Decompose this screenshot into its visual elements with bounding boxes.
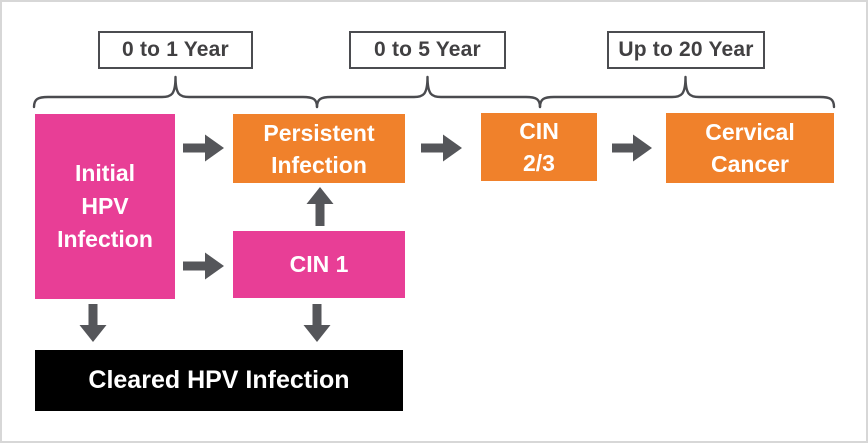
arrow-persistent-to-cin23 xyxy=(421,134,462,162)
timeline-brace-0-5-year xyxy=(315,75,542,109)
arrow-cin1-to-cleared xyxy=(303,304,331,342)
node-cin-2-3: CIN 2/3 xyxy=(481,113,597,181)
timeline-label-0-1-year: 0 to 1 Year xyxy=(98,31,253,69)
arrow-cin1-to-persistent xyxy=(306,187,334,226)
timeline-label-up-to-20-year: Up to 20 Year xyxy=(607,31,765,69)
arrow-cin23-to-cervical xyxy=(612,134,652,162)
timeline-label-0-5-year: 0 to 5 Year xyxy=(349,31,506,69)
node-cleared-hpv-infection: Cleared HPV Infection xyxy=(35,350,403,411)
arrow-initial-to-cin1 xyxy=(183,252,224,280)
arrow-initial-to-cleared xyxy=(79,304,107,342)
node-cin-1: CIN 1 xyxy=(233,231,405,298)
timeline-brace-0-1-year xyxy=(32,75,319,109)
node-initial-hpv-infection: Initial HPV Infection xyxy=(35,114,175,299)
node-persistent-infection: Persistent Infection xyxy=(233,114,405,183)
arrow-initial-to-persistent xyxy=(183,134,224,162)
timeline-brace-up-to-20-year xyxy=(538,75,836,109)
node-cervical-cancer: Cervical Cancer xyxy=(666,113,834,183)
